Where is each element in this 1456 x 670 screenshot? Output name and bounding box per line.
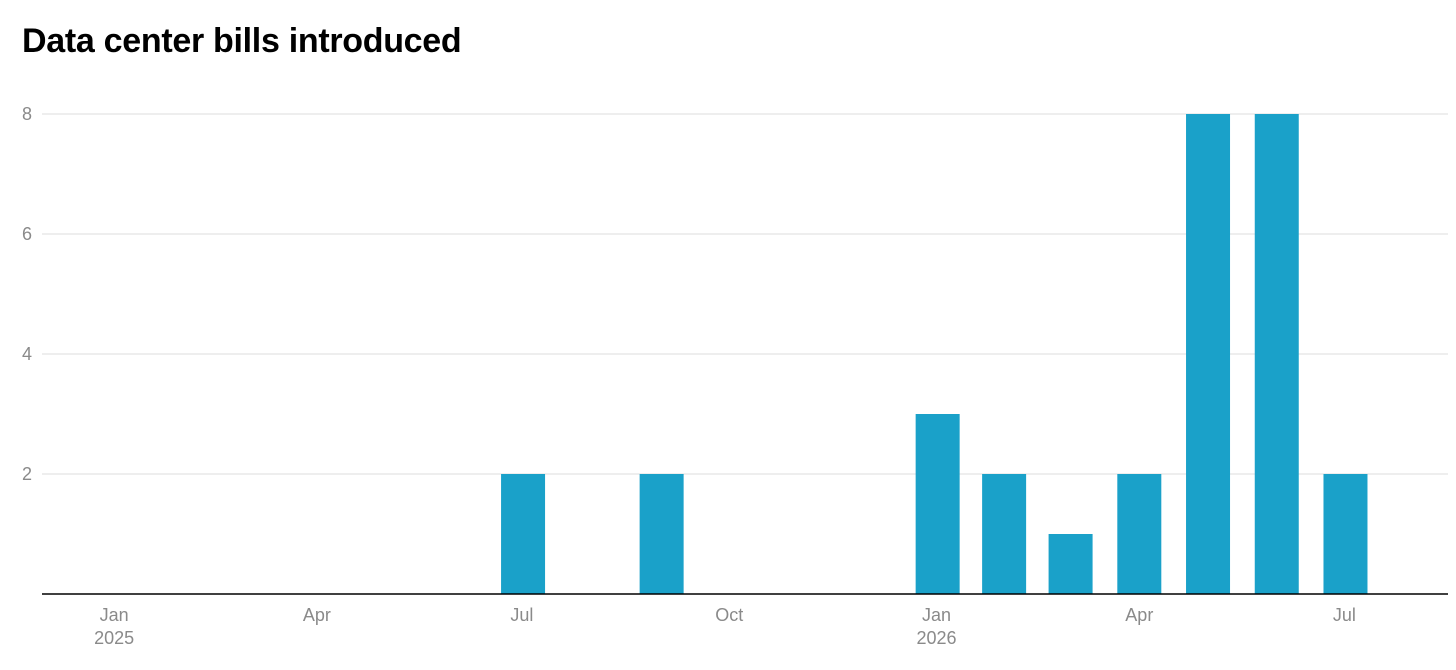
chart-title: Data center bills introduced <box>22 22 462 60</box>
bar <box>1048 534 1093 594</box>
bar <box>1186 114 1231 594</box>
bar <box>982 474 1027 594</box>
x-tick-year-label: 2026 <box>916 628 956 648</box>
x-tick-label: Oct <box>715 605 743 625</box>
x-tick-labels: Jan 2025 Apr Jul Oct Jan 2026 Apr Jul <box>94 605 1356 648</box>
x-tick-label: Apr <box>1125 605 1153 625</box>
bar <box>639 474 684 594</box>
bars <box>501 114 1368 594</box>
bar <box>501 474 546 594</box>
bar <box>1323 474 1368 594</box>
y-tick-labels: 2 4 6 8 <box>22 104 32 484</box>
x-tick-year-label: 2025 <box>94 628 134 648</box>
y-tick-label: 6 <box>22 224 32 244</box>
x-tick-label: Apr <box>303 605 331 625</box>
gridlines <box>42 113 1448 475</box>
y-tick-label: 2 <box>22 464 32 484</box>
y-tick-label: 4 <box>22 344 32 364</box>
y-tick-label: 8 <box>22 104 32 124</box>
x-tick-label: Jan <box>922 605 951 625</box>
bar <box>1254 114 1299 594</box>
bar <box>1117 474 1162 594</box>
x-tick-label: Jul <box>510 605 533 625</box>
x-tick-label: Jul <box>1333 605 1356 625</box>
x-tick-label: Jan <box>100 605 129 625</box>
bar <box>915 414 960 594</box>
